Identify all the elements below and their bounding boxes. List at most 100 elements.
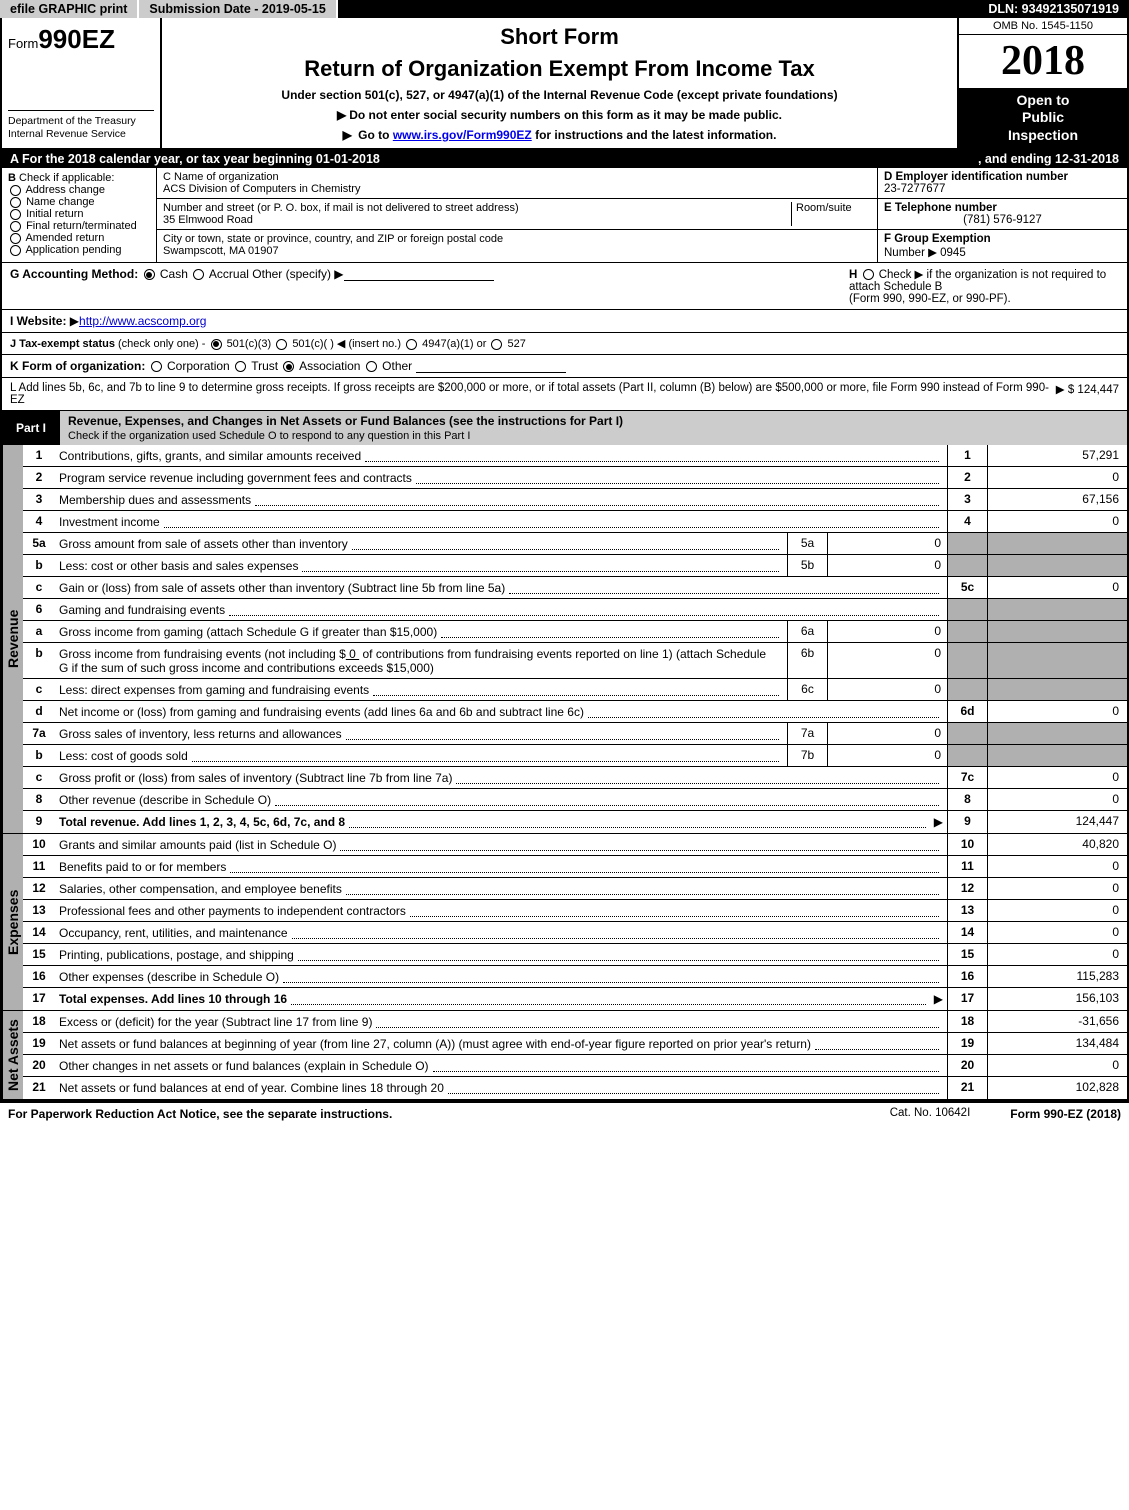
radio-accrual[interactable] bbox=[193, 269, 204, 280]
line-l5a: 5a Gross amount from sale of assets othe… bbox=[23, 533, 1127, 555]
radio-trust[interactable] bbox=[235, 361, 246, 372]
radio-corp[interactable] bbox=[151, 361, 162, 372]
row-i: I Website: ▶http://www.acscomp.org bbox=[2, 310, 1127, 333]
radio-assoc[interactable] bbox=[283, 361, 294, 372]
rowL-text: L Add lines 5b, 6c, and 7b to line 9 to … bbox=[10, 382, 1056, 406]
chk-name-change[interactable] bbox=[10, 197, 21, 208]
lbl-501c: 501(c)( ) ◀ (insert no.) bbox=[292, 338, 401, 350]
lbl-other-org: Other bbox=[382, 359, 412, 373]
lbl-527: 527 bbox=[507, 338, 525, 350]
radio-cash[interactable] bbox=[144, 269, 155, 280]
other-specify-line bbox=[344, 269, 494, 281]
omb-number: OMB No. 1545-1150 bbox=[959, 18, 1127, 35]
city-label: City or town, state or province, country… bbox=[163, 233, 871, 245]
form-number-block: Form990EZ bbox=[8, 24, 154, 55]
radio-527[interactable] bbox=[491, 339, 502, 350]
short-form-title: Short Form bbox=[172, 24, 947, 50]
lineA-mid: , and ending bbox=[978, 152, 1055, 166]
boxF-numlabel: Number bbox=[884, 247, 925, 259]
line-l18: 18 Excess or (deficit) for the year (Sub… bbox=[23, 1011, 1127, 1033]
line-l1: 1 Contributions, gifts, grants, and simi… bbox=[23, 445, 1127, 467]
radio-501c3[interactable] bbox=[211, 339, 222, 350]
sub-501c: Under section 501(c), 527, or 4947(a)(1)… bbox=[172, 88, 947, 102]
chk-amended-return[interactable] bbox=[10, 233, 21, 244]
side-netassets: Net Assets bbox=[2, 1011, 23, 1099]
line-l6d: d Net income or (loss) from gaming and f… bbox=[23, 701, 1127, 723]
boxD-label: D Employer identification number bbox=[884, 171, 1068, 183]
lbl-501c3: 501(c)(3) bbox=[227, 338, 272, 350]
radio-4947[interactable] bbox=[406, 339, 417, 350]
rowJ-note: (check only one) - bbox=[118, 338, 208, 350]
lbl-amended-return: Amended return bbox=[25, 232, 104, 244]
inspect-l3: Inspection bbox=[961, 127, 1125, 145]
line-l5b: b Less: cost or other basis and sales ex… bbox=[23, 555, 1127, 577]
page-footer: For Paperwork Reduction Act Notice, see … bbox=[0, 1103, 1129, 1125]
line-l10: 10 Grants and similar amounts paid (list… bbox=[23, 834, 1127, 856]
chk-h[interactable] bbox=[863, 269, 874, 280]
line-l7a: 7a Gross sales of inventory, less return… bbox=[23, 723, 1127, 745]
lineA-pre: For the 2018 calendar year, or tax year … bbox=[22, 152, 316, 166]
chk-address-change[interactable] bbox=[10, 185, 21, 196]
form-prefix: Form bbox=[8, 36, 38, 51]
footer-left: For Paperwork Reduction Act Notice, see … bbox=[8, 1107, 392, 1121]
part1-sub: Check if the organization used Schedule … bbox=[68, 430, 470, 442]
part1-title-wrap: Revenue, Expenses, and Changes in Net As… bbox=[60, 411, 1127, 445]
line-l6: 6 Gaming and fundraising events bbox=[23, 599, 1127, 621]
open-to-public: Open to Public Inspection bbox=[959, 88, 1127, 149]
line-l6c: c Less: direct expenses from gaming and … bbox=[23, 679, 1127, 701]
topbar-spacer bbox=[338, 0, 979, 18]
inspect-l2: Public bbox=[961, 109, 1125, 127]
line-l11: 11 Benefits paid to or for members 110 bbox=[23, 856, 1127, 878]
lineA-end: 12-31-2018 bbox=[1055, 152, 1119, 166]
box-c: C Name of organization ACS Division of C… bbox=[157, 168, 877, 262]
box-b: B Check if applicable: Address change Na… bbox=[2, 168, 157, 262]
rowG-label: G Accounting Method: bbox=[10, 267, 138, 281]
boxC-label: C Name of organization bbox=[163, 171, 871, 183]
row-g: G Accounting Method: Cash Accrual Other … bbox=[2, 263, 1127, 310]
goto-post: for instructions and the latest informat… bbox=[532, 128, 777, 142]
row-j: J Tax-exempt status (check only one) - 5… bbox=[2, 333, 1127, 355]
gross-receipts: $ 124,447 bbox=[1068, 384, 1119, 396]
footer-formref: Form 990-EZ (2018) bbox=[1010, 1107, 1121, 1121]
line-l13: 13 Professional fees and other payments … bbox=[23, 900, 1127, 922]
other-org-line bbox=[416, 361, 566, 373]
lbl-name-change: Name change bbox=[26, 196, 95, 208]
sub-goto: Go to www.irs.gov/Form990EZ for instruct… bbox=[172, 128, 947, 142]
efile-tag[interactable]: efile GRAPHIC print bbox=[0, 0, 139, 18]
line-l14: 14 Occupancy, rent, utilities, and maint… bbox=[23, 922, 1127, 944]
lbl-final-return: Final return/terminated bbox=[26, 220, 137, 232]
lbl-application-pending: Application pending bbox=[25, 244, 121, 256]
part1-title: Revenue, Expenses, and Changes in Net As… bbox=[68, 414, 623, 428]
lbl-address-change: Address change bbox=[25, 184, 105, 196]
line-l3: 3 Membership dues and assessments 367,15… bbox=[23, 489, 1127, 511]
side-revenue: Revenue bbox=[2, 445, 23, 833]
street-label: Number and street (or P. O. box, if mail… bbox=[163, 202, 791, 214]
netassets-section: Net Assets 18 Excess or (deficit) for th… bbox=[2, 1011, 1127, 1101]
line-l6b: b Gross income from fundraising events (… bbox=[23, 643, 1127, 679]
line-l21: 21 Net assets or fund balances at end of… bbox=[23, 1077, 1127, 1099]
radio-501c[interactable] bbox=[276, 339, 287, 350]
website-link[interactable]: http://www.acscomp.org bbox=[79, 314, 206, 328]
radio-other-org[interactable] bbox=[366, 361, 377, 372]
part1-header: Part I Revenue, Expenses, and Changes in… bbox=[2, 411, 1127, 445]
dept-treasury: Department of the Treasury bbox=[8, 115, 154, 129]
lbl-assoc: Association bbox=[299, 359, 360, 373]
lbl-cash: Cash bbox=[160, 267, 188, 281]
line-l7b: b Less: cost of goods sold 7b0 bbox=[23, 745, 1127, 767]
street-value: 35 Elmwood Road bbox=[163, 214, 791, 226]
chk-final-return[interactable] bbox=[10, 221, 21, 232]
form-header: Form990EZ Department of the Treasury Int… bbox=[2, 18, 1127, 150]
chk-application-pending[interactable] bbox=[10, 245, 21, 256]
row-l: L Add lines 5b, 6c, and 7b to line 9 to … bbox=[2, 378, 1127, 411]
lbl-4947: 4947(a)(1) or bbox=[422, 338, 486, 350]
lbl-initial-return: Initial return bbox=[26, 208, 83, 220]
rowJ-label: J Tax-exempt status bbox=[10, 338, 115, 350]
group-exemption: 0945 bbox=[940, 247, 966, 259]
line-l9: 9 Total revenue. Add lines 1, 2, 3, 4, 5… bbox=[23, 811, 1127, 833]
irs-link[interactable]: www.irs.gov/Form990EZ bbox=[393, 128, 532, 142]
ein-value: 23-7277677 bbox=[884, 183, 1121, 195]
chk-initial-return[interactable] bbox=[10, 209, 21, 220]
return-title: Return of Organization Exempt From Incom… bbox=[172, 56, 947, 82]
line-a: A For the 2018 calendar year, or tax yea… bbox=[2, 150, 1127, 168]
part1-tab: Part I bbox=[2, 418, 60, 438]
